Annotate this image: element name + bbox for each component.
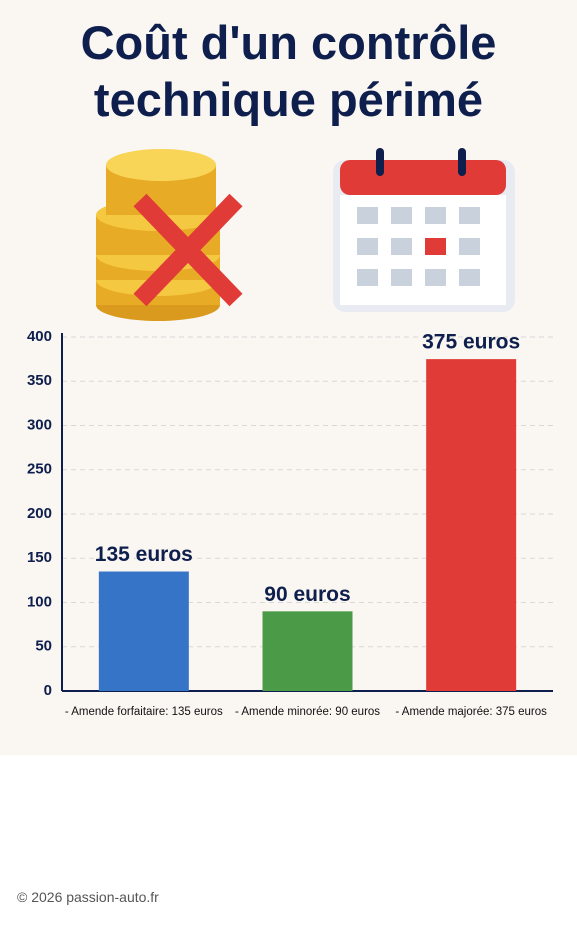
y-tick-label: 300: [27, 416, 52, 433]
bar: [426, 359, 517, 691]
y-tick-label: 200: [27, 505, 52, 522]
y-tick-label: 350: [27, 372, 52, 389]
y-tick-label: 0: [44, 682, 52, 699]
value-label: 135 euros: [95, 543, 193, 566]
y-tick-label: 400: [27, 328, 52, 345]
x-tick-label: - Amende forfaitaire: 135 euros: [65, 706, 223, 718]
bar: [98, 571, 189, 691]
title: Coût d'un contrôle technique périmé: [80, 16, 497, 126]
value-label: 90 euros: [264, 583, 350, 606]
x-tick-label: - Amende majorée: 375 euros: [395, 706, 547, 718]
y-tick-label: 250: [27, 461, 52, 478]
coins-icon: [96, 149, 243, 321]
footer: © 2026 passion-auto.fr: [17, 889, 159, 905]
x-tick-label: - Amende minorée: 90 euros: [235, 706, 380, 718]
bar: [262, 611, 353, 691]
calendar-icon: [333, 148, 515, 312]
value-label: 375 euros: [422, 331, 520, 354]
y-tick-label: 50: [35, 638, 52, 655]
y-tick-label: 100: [27, 593, 52, 610]
y-tick-label: 150: [27, 549, 52, 566]
